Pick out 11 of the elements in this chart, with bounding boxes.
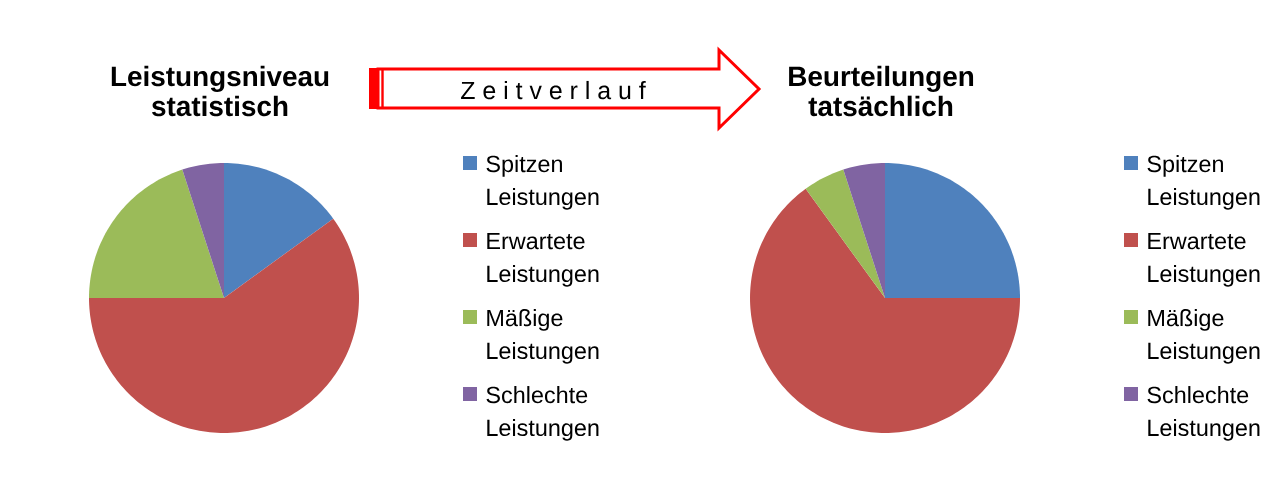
legend-label: Erwartete Leistungen	[1148, 232, 1260, 287]
legend-label: Schlechte Leistungen	[1147, 386, 1260, 441]
chart-title: Leistungsniveau statistisch	[111, 65, 329, 117]
chart-title: Beurteilungen tatsächlich	[789, 65, 974, 117]
legend-label: Schlechte Leistungen	[486, 386, 599, 441]
legend-label: Erwartete Leistungen	[487, 232, 599, 287]
legend-label: Spitzen Leistungen	[486, 155, 599, 210]
text: Z e i t v e r l a u f	[461, 80, 646, 100]
legend-label: Mäßige Leistungen	[1148, 309, 1260, 364]
legend-label: Spitzen Leistungen	[1147, 155, 1260, 210]
legend-label: Mäßige Leistungen	[487, 309, 599, 364]
